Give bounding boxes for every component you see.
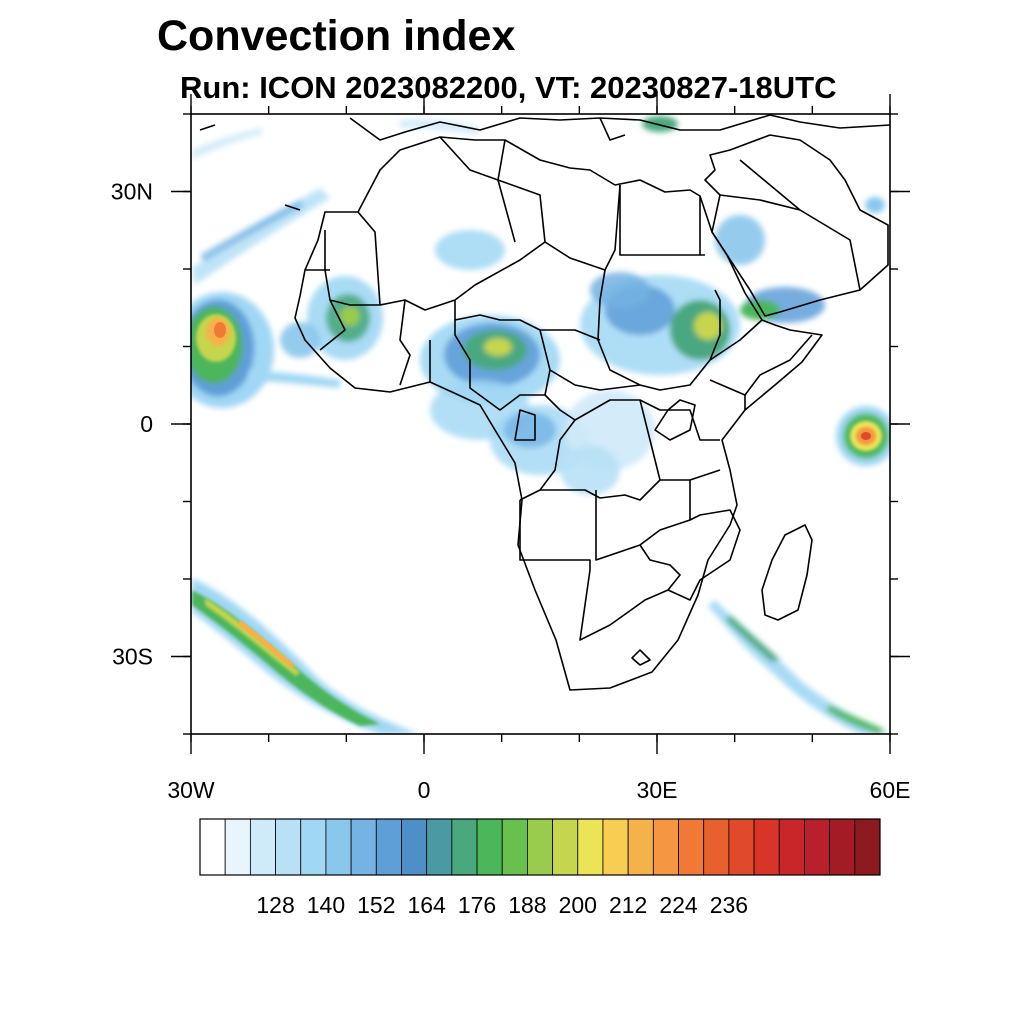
colorbar-swatch: [602, 818, 629, 876]
colorbar-swatch: [703, 818, 730, 876]
colorbar-swatch: [325, 818, 352, 876]
x-tick-label: 0: [418, 777, 431, 803]
colorbar-label: 224: [659, 892, 698, 918]
colorbar-frame: [199, 818, 881, 876]
colorbar-swatch: [577, 818, 604, 876]
colorbar-swatch: [476, 818, 503, 876]
colorbar-swatch: [652, 818, 679, 876]
page-title: Convection index: [157, 12, 516, 60]
colorbar-swatch: [552, 818, 579, 876]
x-tick-label: 60E: [870, 777, 911, 803]
colorbar-label: 140: [307, 892, 345, 918]
colorbar-label: 212: [609, 892, 647, 918]
colorbar-swatch: [778, 818, 805, 876]
colorbar-swatch: [401, 818, 428, 876]
colorbar-swatch: [300, 818, 327, 876]
x-tick-label: 30E: [637, 777, 678, 803]
x-tick-label: 30W: [167, 777, 215, 803]
convection-west-africa: [280, 276, 383, 360]
colorbar-swatch: [753, 818, 780, 876]
colorbar-swatch: [527, 818, 553, 876]
colorbar-swatch: [275, 818, 302, 876]
colorbar-label: 200: [559, 892, 597, 918]
colorbar-label: 152: [357, 892, 395, 918]
run-subtitle: Run: ICON 2023082200, VT: 20230827-18UTC: [180, 70, 837, 105]
colorbar-label: 236: [710, 892, 748, 918]
colorbar-label: 188: [508, 892, 546, 918]
colorbar-swatch: [829, 818, 856, 876]
convection-nigeria: [420, 315, 560, 440]
colorbar-swatch: [426, 818, 453, 876]
colorbar-swatch: [854, 818, 881, 876]
colorbar: 128 140 152 164 176 188 200 212 224 236: [199, 818, 881, 918]
y-tick-label: 0: [140, 411, 153, 437]
colorbar-swatch: [224, 818, 251, 876]
y-tick-label: 30N: [111, 179, 153, 205]
colorbar-swatch: [451, 818, 478, 876]
convection-central-africa: [490, 390, 655, 495]
colorbar-label: 164: [407, 892, 446, 918]
coastlines-borders: [199, 114, 890, 691]
colorbar-swatch: [199, 818, 226, 876]
convection-east-africa: [435, 215, 825, 375]
colorbar-swatch: [678, 818, 705, 876]
arabia-coastline: [704, 134, 889, 317]
convection-south-atlantic-band: [192, 578, 420, 734]
convection-sw-indian-band: [708, 600, 890, 734]
y-tick-label: 30S: [112, 644, 153, 670]
colorbar-swatch: [501, 818, 528, 876]
colorbar-swatch: [728, 818, 755, 876]
colorbar-swatch: [375, 818, 402, 876]
colorbar-swatch: [627, 818, 654, 876]
axis-ticks: 30W 0 30E 60E 30N 0 30S: [111, 94, 911, 803]
colorbar-swatch: [249, 818, 276, 876]
madagascar-coastline: [761, 524, 813, 621]
convection-north: [642, 116, 885, 213]
colorbar-swatch: [804, 818, 831, 876]
convection-indian-ocean-storm: [836, 406, 890, 466]
colorbar-label: 128: [256, 892, 294, 918]
colorbar-label: 176: [458, 892, 496, 918]
convection-nw-atlantic-band: [192, 119, 480, 285]
convection-west-atlantic-storm: [191, 292, 340, 408]
africa-coastline: [294, 136, 823, 691]
colorbar-swatch: [350, 818, 377, 876]
convection-shading: [191, 116, 890, 734]
